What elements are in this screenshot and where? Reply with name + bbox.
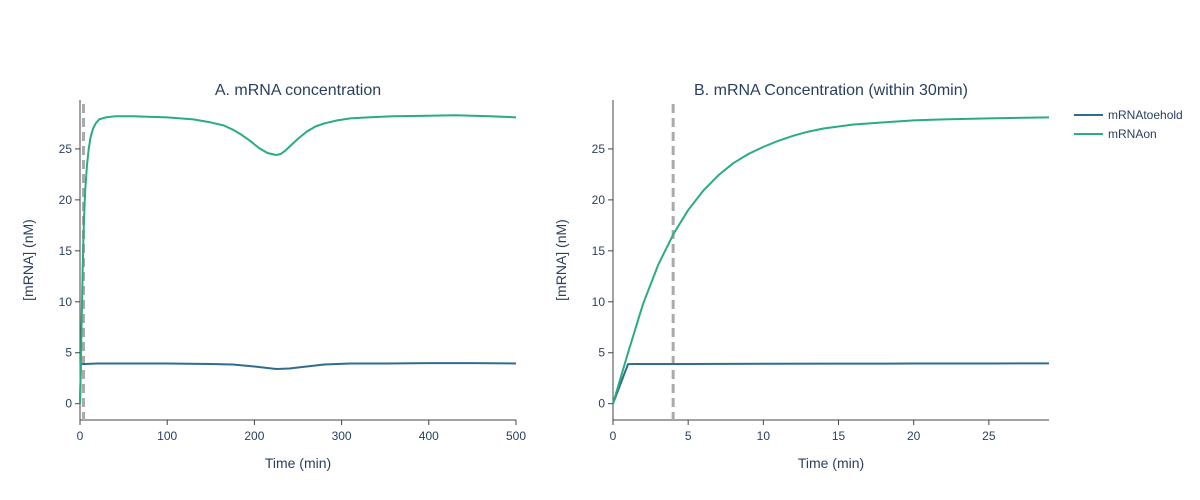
chart-b-ylabel: [mRNA] (nM) <box>553 219 569 301</box>
chart-a-x-tick-label: 300 <box>332 429 352 443</box>
chart-b-y-tick-label: 0 <box>598 397 605 411</box>
legend-label-mrnaon: mRNAon <box>1108 127 1157 141</box>
chart-b-x-tick-label: 15 <box>832 429 846 443</box>
chart-b: B. mRNA Concentration (within 30min) Tim… <box>553 82 1050 471</box>
chart-b-x-tick-label: 25 <box>982 429 996 443</box>
chart-a-series-mrnatoehold <box>79 362 517 404</box>
chart-a-x-tick-label: 400 <box>419 429 439 443</box>
chart-b-x-tick-label: 0 <box>610 429 617 443</box>
chart-a-y-tick-label: 15 <box>59 244 73 258</box>
chart-b-series-mrnatoehold <box>612 362 1050 405</box>
chart-b-y-tick-label: 20 <box>592 193 606 207</box>
chart-a-y-tick-label: 20 <box>59 193 73 207</box>
chart-b-y-tick-label: 15 <box>592 244 606 258</box>
chart-a-ylabel: [mRNA] (nM) <box>20 219 36 301</box>
chart-a-x-tick-label: 100 <box>157 429 177 443</box>
chart-a-title: A. mRNA concentration <box>215 82 381 99</box>
chart-b-series-mrnaon <box>612 116 1050 404</box>
chart-a-xlabel: Time (min) <box>265 455 331 471</box>
chart-a-y-tick-label: 0 <box>65 397 72 411</box>
chart-b-x-tick-label: 20 <box>907 429 921 443</box>
chart-a-series-mrnaon <box>79 114 517 404</box>
chart-a-y-tick-label: 10 <box>59 295 73 309</box>
chart-b-title: B. mRNA Concentration (within 30min) <box>694 82 968 99</box>
chart-b-x-tick-label: 10 <box>757 429 771 443</box>
chart-a-x-tick-label: 200 <box>244 429 264 443</box>
chart-a-y-tick-label: 5 <box>65 346 72 360</box>
chart-b-xlabel: Time (min) <box>798 455 864 471</box>
legend-label-mrnatoehold: mRNAtoehold <box>1108 108 1183 122</box>
chart-a: A. mRNA concentration Time (min) [mRNA] … <box>20 82 526 471</box>
chart-b-x-tick-label: 5 <box>685 429 692 443</box>
legend: mRNAtoehold mRNAon <box>1074 108 1183 141</box>
chart-a-y-tick-label: 25 <box>59 142 73 156</box>
chart-b-y-tick-label: 5 <box>598 346 605 360</box>
chart-b-y-tick-label: 10 <box>592 295 606 309</box>
chart-b-y-tick-label: 25 <box>592 142 606 156</box>
chart-a-x-tick-label: 500 <box>506 429 526 443</box>
chart-a-x-tick-label: 0 <box>77 429 84 443</box>
